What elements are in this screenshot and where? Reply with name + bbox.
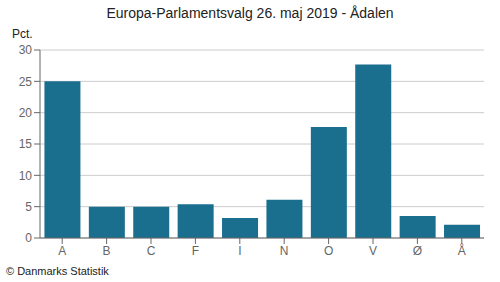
svg-text:10: 10 xyxy=(19,169,33,183)
svg-text:25: 25 xyxy=(19,75,33,89)
svg-text:I: I xyxy=(238,244,241,258)
svg-text:5: 5 xyxy=(25,200,32,214)
svg-text:C: C xyxy=(147,244,156,258)
svg-text:Å: Å xyxy=(458,243,466,258)
svg-text:B: B xyxy=(103,244,111,258)
html-text:Pct.: Pct. xyxy=(12,27,33,41)
html-text:© Danmarks Statistik: © Danmarks Statistik xyxy=(6,265,109,277)
svg-text:20: 20 xyxy=(19,106,33,120)
svg-text:N: N xyxy=(280,244,289,258)
svg-text:0: 0 xyxy=(25,231,32,245)
svg-text:F: F xyxy=(192,244,199,258)
svg-text:A: A xyxy=(58,244,66,258)
svg-text:Ø: Ø xyxy=(413,244,422,258)
svg-text:V: V xyxy=(369,244,377,258)
svg-text:15: 15 xyxy=(19,137,33,151)
svg-text:30: 30 xyxy=(19,43,33,57)
svg-text:O: O xyxy=(324,244,333,258)
html-text:Europa-Parlamentsvalg 26. maj: Europa-Parlamentsvalg 26. maj 2019 - Åda… xyxy=(106,5,394,21)
